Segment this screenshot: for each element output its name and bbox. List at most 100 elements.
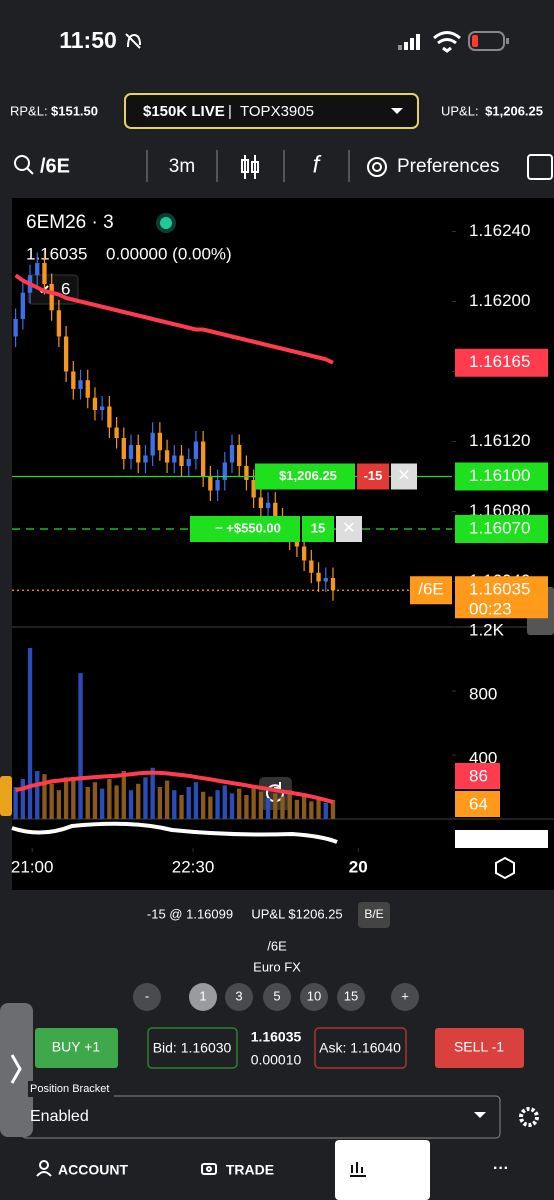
toolbar-icons: f xyxy=(14,150,553,182)
volume-bar xyxy=(121,771,126,819)
volume-tick-label: 400 xyxy=(469,748,497,767)
volume-bar xyxy=(150,767,155,819)
price-tag xyxy=(455,515,548,543)
ma-price-label: 1.16165 xyxy=(469,352,530,371)
qty-tag[interactable] xyxy=(357,463,389,490)
qty-label: -15 xyxy=(364,468,383,483)
nav-item[interactable]: CHART xyxy=(372,1162,421,1178)
ask-box[interactable] xyxy=(314,1027,407,1069)
candle-body xyxy=(215,480,220,491)
qty-button[interactable] xyxy=(391,983,419,1011)
qty-option: 15 xyxy=(344,988,358,1003)
cancel-tag[interactable] xyxy=(391,463,417,490)
volume-bar xyxy=(237,788,242,819)
rpl-label: RP&L: xyxy=(10,103,48,118)
side-handle[interactable] xyxy=(0,776,12,816)
buy-button[interactable] xyxy=(35,1028,118,1068)
candle-body xyxy=(56,310,62,337)
pnl-tag[interactable] xyxy=(255,463,355,490)
candle-body xyxy=(143,455,148,463)
change: 0.00000 (0.00%) xyxy=(106,244,232,263)
active-tab[interactable] xyxy=(335,1140,430,1200)
candle-body xyxy=(63,336,69,372)
breakeven-label: B/E xyxy=(364,907,383,921)
settings-icon[interactable] xyxy=(495,856,515,880)
qty-button[interactable] xyxy=(225,983,253,1011)
side-tab[interactable] xyxy=(0,1003,33,1137)
candle-body xyxy=(229,445,235,463)
volume-bar xyxy=(273,793,278,819)
volume-bar xyxy=(323,803,328,819)
volume-bar xyxy=(78,673,83,819)
pnl-tag[interactable] xyxy=(190,516,300,542)
interval[interactable]: 3m xyxy=(169,156,195,177)
upl-value: $1,206.25 xyxy=(485,103,543,118)
position-info: -15 @ 1.16099 xyxy=(147,906,233,921)
instrument-name: Euro FX xyxy=(253,959,301,974)
preferences[interactable]: Preferences xyxy=(397,156,499,177)
volume-bar xyxy=(309,801,314,819)
bid-label: Bid: 1.16030 xyxy=(153,1040,232,1056)
qty-tag[interactable] xyxy=(302,516,334,542)
dropdown-arrow xyxy=(474,1112,486,1118)
qty-button[interactable] xyxy=(263,983,291,1011)
volume-bar xyxy=(222,785,227,819)
separator: | xyxy=(228,103,232,120)
ask-label: Ask: 1.16040 xyxy=(319,1040,401,1056)
candle-body xyxy=(35,263,40,276)
pnl-label: $1,206.25 xyxy=(279,468,337,483)
candle-body xyxy=(172,455,177,463)
candle-body xyxy=(42,263,47,284)
volume-tick-label: 1.2K xyxy=(469,620,505,639)
bracket-label-bg xyxy=(28,1081,114,1097)
account-selector[interactable] xyxy=(124,93,419,129)
price-tag-label: 1.16070 xyxy=(469,518,530,537)
qty-button[interactable] xyxy=(189,983,217,1011)
bid-box[interactable] xyxy=(147,1027,238,1069)
qty-button[interactable] xyxy=(300,983,328,1011)
instrument-symbol: /6E xyxy=(267,938,287,953)
status-dot xyxy=(160,217,172,229)
clock: 11:50 xyxy=(59,27,117,53)
candle-body xyxy=(157,432,163,451)
qty-option: 3 xyxy=(235,988,242,1003)
nav-item[interactable]: TRADE xyxy=(226,1162,274,1178)
volume-bar xyxy=(179,795,184,819)
candle-body xyxy=(294,539,300,547)
volume-bar xyxy=(244,795,249,819)
moving-average xyxy=(14,273,334,365)
y-tick-label: 1.16240 xyxy=(469,221,530,240)
volume-bar xyxy=(316,798,321,819)
nav-item[interactable]: ACCOUNT xyxy=(58,1162,128,1178)
gear-icon[interactable] xyxy=(519,1107,539,1127)
last-price: 1.16035 xyxy=(251,1029,302,1045)
nav-more[interactable]: ··· xyxy=(493,1160,509,1177)
candle-body xyxy=(193,441,199,459)
qty-button[interactable] xyxy=(337,983,365,1011)
qty-option: 1 xyxy=(199,988,206,1003)
candle-body xyxy=(222,462,227,480)
candle-body xyxy=(237,445,242,466)
oscillator-line xyxy=(11,821,338,844)
breakeven-button[interactable] xyxy=(358,902,390,928)
status-icons xyxy=(125,31,509,53)
volume-bar xyxy=(35,771,40,819)
price-tag xyxy=(455,462,548,491)
symbol[interactable]: /6E xyxy=(40,155,70,177)
volume-bar xyxy=(13,787,18,819)
sell-button[interactable] xyxy=(435,1028,524,1068)
volume-bar xyxy=(301,795,307,819)
candle-body xyxy=(244,466,249,480)
qty-option: 5 xyxy=(273,988,280,1003)
ma-price-tag xyxy=(455,348,548,377)
candle-body xyxy=(136,445,141,463)
qty-button[interactable] xyxy=(133,983,161,1011)
cancel-tag[interactable] xyxy=(336,516,362,542)
oscillator-label: 0.00015 xyxy=(469,830,530,849)
volume-bar xyxy=(287,790,292,819)
price-tag xyxy=(455,576,548,619)
candle-body xyxy=(71,371,76,389)
volume-bar xyxy=(229,793,235,819)
oscillator-tag xyxy=(455,830,548,848)
